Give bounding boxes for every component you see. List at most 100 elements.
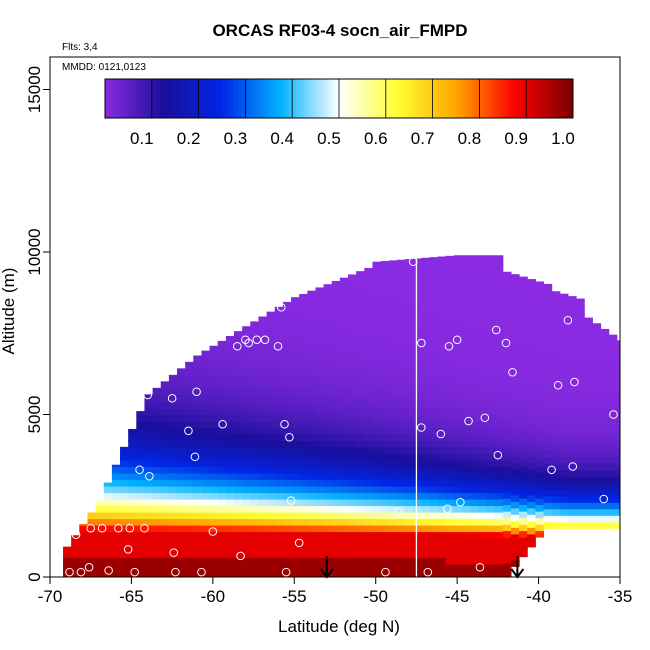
heatmap-cell [234,388,243,396]
heatmap-cell [494,349,504,357]
heatmap-cell [608,437,618,445]
heatmap-cell [380,297,390,305]
heatmap-cell [315,505,325,513]
heatmap-cell [364,297,374,305]
heatmap-cell [217,460,227,468]
heatmap-cell [299,310,308,318]
colorbar-segment [424,79,430,118]
heatmap-cell [462,453,471,461]
heatmap-cell [307,330,317,338]
heatmap-cell [413,525,422,533]
heatmap-cell [543,359,553,367]
heatmap-cell [600,450,610,458]
heatmap-cell [291,356,300,364]
heatmap-cell [421,362,431,370]
heatmap-cell [356,317,365,325]
heatmap-cell [274,310,284,318]
heatmap-cell [315,297,325,305]
heatmap-cell [315,388,325,396]
heatmap-cell [364,486,374,494]
heatmap-cell [364,570,374,577]
heatmap-cell [388,512,398,520]
heatmap-cell [470,323,479,331]
heatmap-cell [445,414,455,422]
heatmap-cell [356,271,365,279]
heatmap-cell [462,473,471,481]
heatmap-cell [453,297,463,305]
heatmap-cell [478,460,488,468]
heatmap-cell [388,323,398,331]
heatmap-cell [299,499,308,507]
heatmap-cell [95,518,105,526]
heatmap-cell [584,417,593,425]
colorbar-segment [218,79,223,118]
heatmap-cell [502,407,512,415]
heatmap-cell [177,388,186,396]
heatmap-cell [282,434,292,442]
heatmap-cell [348,440,357,448]
heatmap-cell [266,317,276,325]
heatmap-cell [576,339,585,347]
colorbar-segment [303,79,309,118]
heatmap-cell [87,544,97,552]
heatmap-cell [510,274,520,281]
heatmap-cell [396,362,406,370]
colorbar-segment [350,79,356,118]
heatmap-cell [380,531,390,539]
heatmap-cell [388,440,398,448]
heatmap-cell [282,518,292,526]
heatmap-cell [266,440,276,448]
heatmap-cell [282,453,292,461]
heatmap-cell [380,336,390,344]
heatmap-cell [356,570,365,577]
heatmap-cell [136,570,146,577]
heatmap-cell [193,414,203,422]
heatmap-cell [429,421,439,429]
heatmap-cell [462,304,471,312]
heatmap-cell [266,401,276,409]
heatmap-cell [421,427,431,435]
heatmap-cell [486,297,496,305]
heatmap-cell [470,551,479,559]
heatmap-cell [413,440,422,448]
heatmap-cell [299,414,308,422]
heatmap-cell [486,525,496,533]
heatmap-cell [616,437,620,445]
heatmap-cell [234,460,243,468]
heatmap-cell [502,368,512,376]
heatmap-cell [567,521,577,529]
heatmap-cell [437,297,447,305]
heatmap-cell [250,323,260,331]
heatmap-cell [242,375,251,383]
heatmap-cell [217,453,227,461]
heatmap-cell [258,421,268,429]
heatmap-cell [299,466,308,474]
heatmap-cell [282,486,292,494]
heatmap-cell [193,355,203,357]
heatmap-cell [315,512,325,520]
profile-arrows [320,556,525,579]
heatmap-cell [144,453,154,461]
heatmap-cell [519,355,528,363]
heatmap-cell [559,372,569,380]
heatmap-cell [567,404,577,412]
heatmap-cell [437,460,447,468]
heatmap-cell [372,304,382,312]
heatmap-cell [274,395,284,403]
heatmap-cell [453,473,463,481]
heatmap-cell [364,304,374,312]
heatmap-cell [364,408,374,416]
heatmap-cell [478,414,488,422]
heatmap-cell [470,258,479,266]
heatmap-cell [388,330,398,338]
heatmap-cell [234,479,243,487]
heatmap-cell [307,466,317,474]
colorbar-segment [323,79,328,118]
colorbar-segment [409,79,414,118]
heatmap-cell [486,538,496,546]
heatmap-cell [421,525,431,533]
heatmap-cell [136,434,146,442]
heatmap-cell [510,468,520,476]
heatmap-cell [592,417,602,425]
heatmap-cell [185,531,194,539]
